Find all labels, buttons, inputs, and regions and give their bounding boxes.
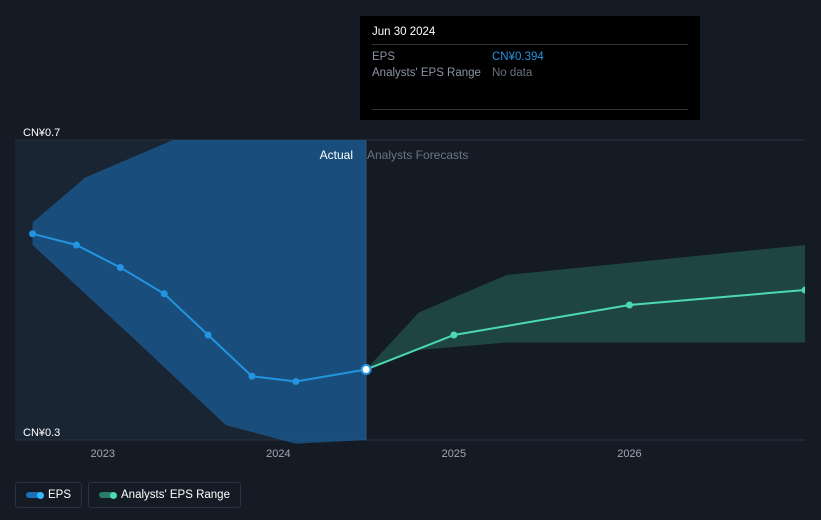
x-axis-label: 2024	[266, 448, 290, 460]
x-axis-label: 2026	[617, 448, 641, 460]
chart-legend: EPS Analysts' EPS Range	[15, 482, 241, 508]
tooltip-value-eps: CN¥0.394	[492, 51, 544, 63]
x-axis-label: 2023	[91, 448, 115, 460]
region-label-actual: Actual	[320, 148, 353, 162]
y-axis-label: CN¥0.3	[23, 427, 60, 439]
legend-dot-icon	[110, 492, 117, 499]
y-axis-label: CN¥0.7	[23, 127, 60, 139]
tooltip-row-range: Analysts' EPS Range No data	[372, 65, 688, 81]
legend-swatch-eps	[26, 492, 42, 498]
chart-tooltip: Jun 30 2024 EPS CN¥0.394 Analysts' EPS R…	[360, 16, 700, 120]
tooltip-key-range: Analysts' EPS Range	[372, 67, 492, 79]
tooltip-date: Jun 30 2024	[372, 26, 688, 45]
legend-swatch-range	[99, 492, 115, 498]
legend-label-range: Analysts' EPS Range	[121, 489, 230, 501]
legend-item-range[interactable]: Analysts' EPS Range	[88, 482, 241, 508]
legend-dot-icon	[37, 492, 44, 499]
tooltip-row-eps: EPS CN¥0.394	[372, 49, 688, 65]
tooltip-key-eps: EPS	[372, 51, 492, 63]
tooltip-value-range: No data	[492, 67, 532, 79]
region-label-forecast: Analysts Forecasts	[367, 148, 468, 162]
x-axis-label: 2025	[442, 448, 466, 460]
legend-item-eps[interactable]: EPS	[15, 482, 82, 508]
legend-label-eps: EPS	[48, 489, 71, 501]
